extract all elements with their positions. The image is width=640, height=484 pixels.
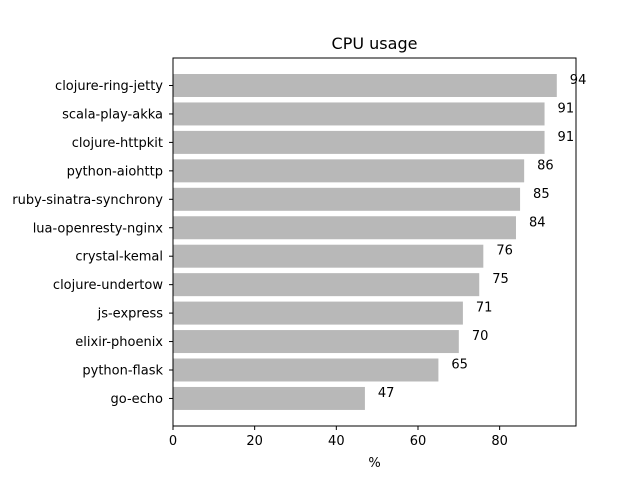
y-tick-label-clojure-ring-jetty: clojure-ring-jetty bbox=[55, 79, 163, 94]
bar-scala-play-akka bbox=[173, 102, 545, 126]
y-tick-label-clojure-undertow: clojure-undertow bbox=[53, 278, 163, 293]
x-tick-label-20: 20 bbox=[246, 434, 263, 449]
bar-clojure-httpkit bbox=[173, 130, 545, 154]
y-tick-label-lua-openresty-nginx: lua-openresty-nginx bbox=[33, 221, 164, 236]
chart-title: CPU usage bbox=[332, 34, 418, 53]
x-tick-label-80: 80 bbox=[491, 434, 508, 449]
value-label-go-echo: 47 bbox=[378, 386, 395, 401]
plot-frame bbox=[172, 57, 577, 427]
value-label-ruby-sinatra-synchrony: 85 bbox=[533, 187, 550, 202]
bar-go-echo bbox=[173, 386, 365, 410]
y-tick-label-js-express: js-express bbox=[97, 307, 164, 322]
value-label-clojure-undertow: 75 bbox=[492, 272, 509, 287]
x-axis: 0 20 40 60 80 bbox=[169, 426, 508, 449]
value-label-crystal-kemal: 76 bbox=[496, 244, 513, 259]
bar-ruby-sinatra-synchrony bbox=[173, 187, 521, 211]
y-tick-label-python-flask: python-flask bbox=[82, 364, 163, 379]
x-axis-label: % bbox=[368, 456, 380, 471]
bar-python-flask bbox=[173, 358, 439, 382]
y-tick-label-scala-play-akka: scala-play-akka bbox=[62, 107, 163, 122]
y-tick-label-clojure-httpkit: clojure-httpkit bbox=[72, 136, 163, 151]
value-label-js-express: 71 bbox=[476, 301, 493, 316]
value-label-python-aiohttp: 86 bbox=[537, 158, 554, 173]
y-tick-label-ruby-sinatra-synchrony: ruby-sinatra-synchrony bbox=[12, 193, 163, 208]
bar-elixir-phoenix bbox=[173, 330, 459, 354]
bar-crystal-kemal bbox=[173, 244, 484, 268]
y-tick-label-python-aiohttp: python-aiohttp bbox=[67, 164, 163, 179]
value-label-elixir-phoenix: 70 bbox=[472, 329, 489, 344]
x-tick-label-60: 60 bbox=[410, 434, 427, 449]
value-label-clojure-ring-jetty: 94 bbox=[570, 73, 587, 88]
bar-lua-openresty-nginx bbox=[173, 216, 516, 240]
bar-clojure-undertow bbox=[173, 273, 480, 297]
bar-python-aiohttp bbox=[173, 159, 525, 183]
y-tick-label-crystal-kemal: crystal-kemal bbox=[75, 250, 163, 265]
bar-js-express bbox=[173, 301, 463, 325]
value-label-python-flask: 65 bbox=[451, 358, 468, 373]
value-label-scala-play-akka: 91 bbox=[558, 101, 575, 116]
x-tick-label-0: 0 bbox=[169, 434, 177, 449]
x-tick-label-40: 40 bbox=[328, 434, 345, 449]
value-label-lua-openresty-nginx: 84 bbox=[529, 215, 546, 230]
bar-clojure-ring-jetty bbox=[173, 74, 557, 97]
value-label-clojure-httpkit: 91 bbox=[558, 130, 575, 145]
y-axis: clojure-ring-jetty scala-play-akka clojure… bbox=[12, 79, 173, 407]
y-tick-label-go-echo: go-echo bbox=[111, 392, 164, 407]
y-tick-label-elixir-phoenix: elixir-phoenix bbox=[75, 335, 163, 350]
bars-layer: 94 91 91 86 85 84 76 75 71 70 65 47 bbox=[173, 73, 586, 410]
